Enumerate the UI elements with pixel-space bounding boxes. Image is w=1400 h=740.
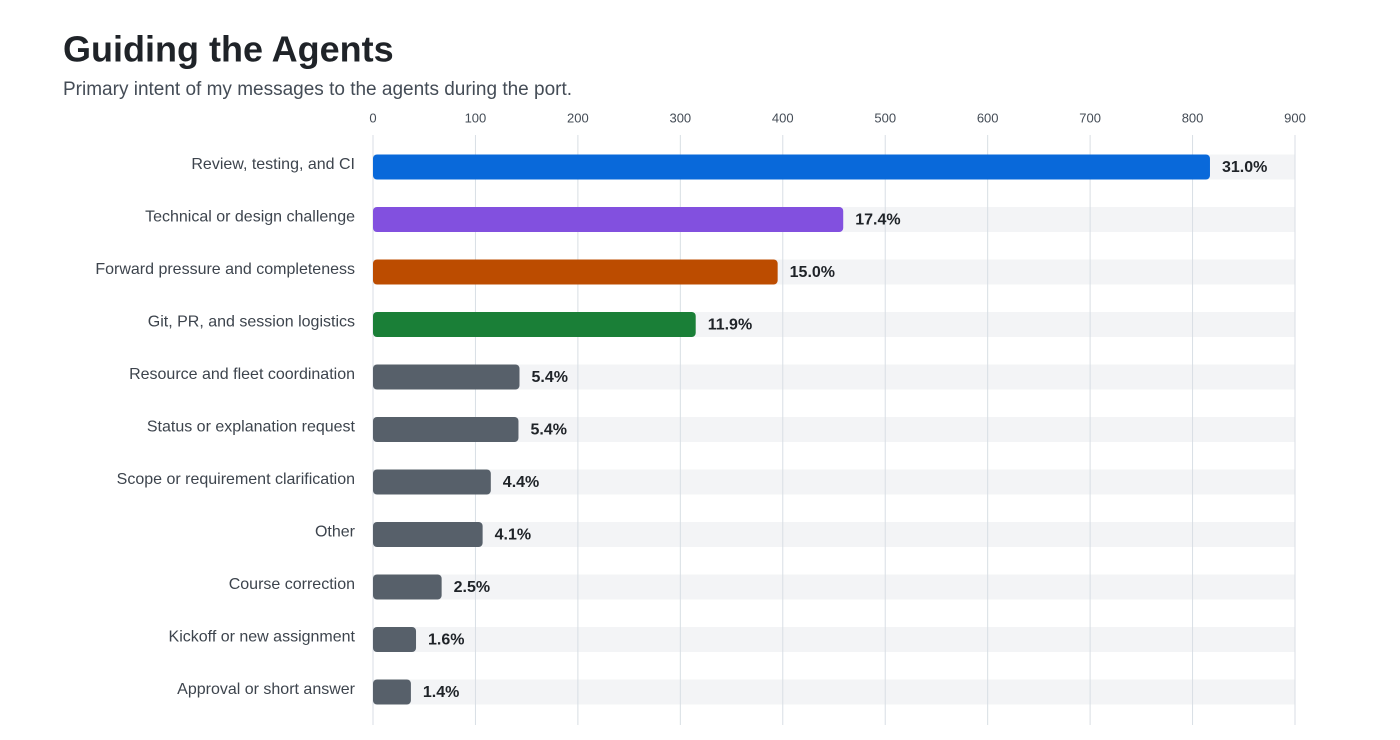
bar: [373, 312, 696, 337]
y-tick-label: Approval or short answer: [177, 681, 356, 698]
bar: [373, 207, 844, 232]
value-label: 5.4%: [531, 369, 567, 386]
x-tick-label: 100: [465, 110, 487, 125]
bar-track: [373, 364, 1295, 390]
bar-track: [373, 627, 1295, 652]
value-label: 5.4%: [530, 422, 566, 439]
value-label: 2.5%: [454, 579, 490, 596]
value-label: 15.0%: [790, 264, 835, 281]
x-tick-label: 900: [1284, 110, 1306, 125]
y-tick-label: Review, testing, and CI: [191, 156, 355, 173]
bar: [373, 522, 483, 547]
x-tick-label: 600: [977, 110, 999, 125]
bar: [373, 627, 417, 652]
y-tick-label: Technical or design challenge: [145, 209, 355, 226]
y-tick-label: Status or explanation request: [147, 419, 356, 436]
y-tick-label: Resource and fleet coordination: [129, 366, 355, 383]
bar-track: [373, 469, 1295, 495]
bar: [373, 364, 520, 390]
chart-subtitle: Primary intent of my messages to the age…: [63, 79, 572, 100]
x-tick-label: 200: [567, 110, 589, 125]
bar: [373, 469, 491, 495]
value-label: 1.4%: [423, 684, 459, 701]
y-tick-label: Scope or requirement clarification: [117, 471, 355, 488]
y-tick-label: Course correction: [229, 576, 355, 593]
value-label: 1.6%: [428, 632, 464, 649]
x-tick-label: 500: [874, 110, 896, 125]
x-tick-label: 0: [369, 110, 376, 125]
bar: [373, 679, 411, 705]
bar-track: [373, 679, 1295, 705]
value-label: 31.0%: [1222, 159, 1267, 176]
x-tick-label: 300: [669, 110, 691, 125]
value-label: 4.4%: [503, 474, 539, 491]
x-tick-label: 400: [772, 110, 794, 125]
bar: [373, 259, 778, 285]
bar-track: [373, 417, 1295, 442]
x-tick-label: 800: [1182, 110, 1204, 125]
chart-title: Guiding the Agents: [63, 29, 394, 70]
bar: [373, 417, 519, 442]
y-tick-label: Other: [315, 524, 356, 541]
y-tick-label: Kickoff or new assignment: [169, 629, 356, 646]
y-tick-label: Forward pressure and completeness: [95, 261, 355, 278]
bar-track: [373, 574, 1295, 600]
bar: [373, 154, 1210, 180]
value-label: 4.1%: [495, 527, 531, 544]
x-tick-label: 700: [1079, 110, 1101, 125]
value-label: 11.9%: [708, 317, 752, 334]
value-label: 17.4%: [855, 212, 900, 229]
bar-track: [373, 522, 1295, 547]
y-tick-label: Git, PR, and session logistics: [148, 314, 355, 331]
bar: [373, 574, 442, 600]
